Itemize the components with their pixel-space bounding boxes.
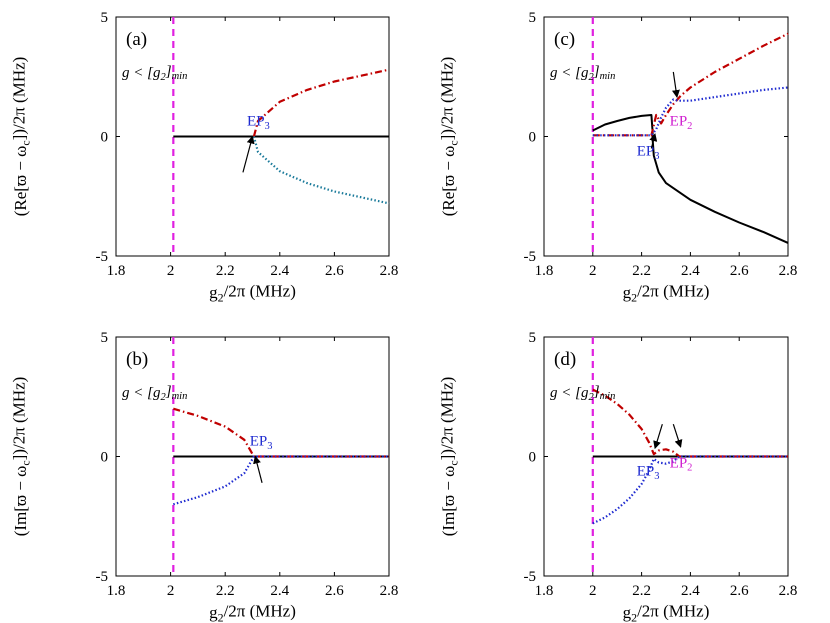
ep-label-1: EP2 bbox=[670, 455, 693, 473]
y-tick-label: 0 bbox=[101, 450, 109, 466]
chart-panel-c: 1.8 2 2.2 2.4 2.6 2.8 -5 0 5 g2/2π (MHz) (Re[ϖ − ω… bbox=[437, 10, 797, 305]
y-axis-label: (Im[ϖ − ωc])/2π (MHz) bbox=[9, 377, 32, 537]
chart-panel-b: 1.8 2 2.2 2.4 2.6 2.8 -5 0 5 g2/2π (MHz) (Im[ϖ − ω… bbox=[9, 330, 398, 623]
y-tick-label: 0 bbox=[101, 130, 109, 146]
x-tick-label: 2 bbox=[167, 263, 175, 279]
x-tick-label: 2.8 bbox=[779, 263, 798, 279]
x-tick-label: 2.4 bbox=[681, 583, 700, 599]
y-axis-label: (Re[ϖ − ωc])/2π (MHz) bbox=[437, 57, 460, 217]
y-tick-label: -5 bbox=[96, 249, 109, 265]
x-axis-label: g2/2π (MHz) bbox=[209, 601, 296, 623]
y-tick-label: -5 bbox=[524, 569, 537, 585]
x-tick-label: 2.6 bbox=[730, 263, 749, 279]
y-tick-label: 5 bbox=[101, 330, 109, 346]
panel-label: (a) bbox=[126, 29, 147, 50]
ep-arrow-1 bbox=[672, 424, 683, 448]
x-tick-label: 2.8 bbox=[380, 583, 399, 599]
threshold-annotation: g < [g2]min bbox=[122, 64, 187, 84]
x-tick-label: 2.4 bbox=[681, 263, 700, 279]
x-tick-label: 1.8 bbox=[107, 263, 126, 279]
ep-arrow-0 bbox=[242, 135, 255, 173]
y-tick-label: -5 bbox=[96, 569, 109, 585]
x-tick-label: 2.8 bbox=[380, 263, 399, 279]
x-tick-label: 1.8 bbox=[535, 583, 554, 599]
y-tick-label: -5 bbox=[524, 249, 537, 265]
x-tick-label: 2 bbox=[167, 583, 175, 599]
x-axis-label: g2/2π (MHz) bbox=[209, 281, 296, 304]
x-tick-label: 2.2 bbox=[632, 263, 651, 279]
chart-panel-a: 1.8 2 2.2 2.4 2.6 2.8 -5 0 5 g2/2π (MHz) (Re[ϖ − ω… bbox=[9, 10, 398, 305]
ep-arrow-1 bbox=[672, 71, 680, 99]
panel-label: (b) bbox=[126, 349, 148, 370]
series-line-1 bbox=[252, 68, 390, 137]
ep-label-0: EP3 bbox=[247, 114, 270, 132]
ep-arrow-0 bbox=[649, 133, 658, 149]
x-tick-label: 2 bbox=[589, 583, 597, 599]
x-tick-label: 2.8 bbox=[779, 583, 798, 599]
threshold-annotation: g < [g2]min bbox=[550, 64, 615, 84]
y-axis-label: (Im[ϖ − ωc])/2π (MHz) bbox=[437, 377, 460, 537]
series-line-2 bbox=[172, 455, 389, 506]
series-line-1 bbox=[172, 407, 389, 458]
x-tick-label: 1.8 bbox=[535, 263, 554, 279]
x-tick-label: 1.8 bbox=[107, 583, 126, 599]
series-line-2 bbox=[592, 86, 789, 137]
x-tick-label: 2 bbox=[589, 263, 597, 279]
y-tick-label: 0 bbox=[529, 130, 537, 146]
x-tick-label: 2.6 bbox=[730, 583, 749, 599]
ep-label-0: EP3 bbox=[637, 144, 660, 162]
ep-label-0: EP3 bbox=[637, 464, 660, 482]
threshold-annotation: g < [g2]min bbox=[550, 384, 615, 404]
ep-arrow-0 bbox=[253, 455, 263, 483]
y-tick-label: 5 bbox=[529, 10, 537, 26]
series-line-1 bbox=[592, 388, 788, 458]
x-tick-label: 2.2 bbox=[632, 583, 651, 599]
threshold-annotation: g < [g2]min bbox=[122, 384, 187, 404]
y-tick-label: 5 bbox=[529, 330, 537, 346]
y-tick-label: 5 bbox=[101, 10, 109, 26]
x-tick-label: 2.6 bbox=[325, 263, 344, 279]
x-axis-label: g2/2π (MHz) bbox=[623, 281, 710, 304]
ep-label-0: EP3 bbox=[250, 434, 273, 452]
y-tick-label: 0 bbox=[529, 450, 537, 466]
x-tick-label: 2.6 bbox=[325, 583, 344, 599]
x-tick-label: 2.2 bbox=[216, 263, 235, 279]
series-line-2 bbox=[252, 136, 390, 205]
series-line-0 bbox=[592, 114, 789, 244]
x-tick-label: 2.4 bbox=[270, 263, 289, 279]
y-axis-label: (Re[ϖ − ωc])/2π (MHz) bbox=[9, 57, 32, 217]
x-tick-label: 2.2 bbox=[216, 583, 235, 599]
panel-label: (c) bbox=[554, 29, 575, 50]
x-axis-label: g2/2π (MHz) bbox=[623, 601, 710, 623]
x-tick-label: 2.4 bbox=[270, 583, 289, 599]
panel-label: (d) bbox=[554, 349, 576, 370]
ep-arrow-0 bbox=[653, 424, 663, 450]
ep-label-1: EP2 bbox=[670, 114, 693, 132]
chart-panel-d: 1.8 2 2.2 2.4 2.6 2.8 -5 0 5 g2/2π (MHz) (Im[ϖ − ω… bbox=[437, 330, 797, 623]
